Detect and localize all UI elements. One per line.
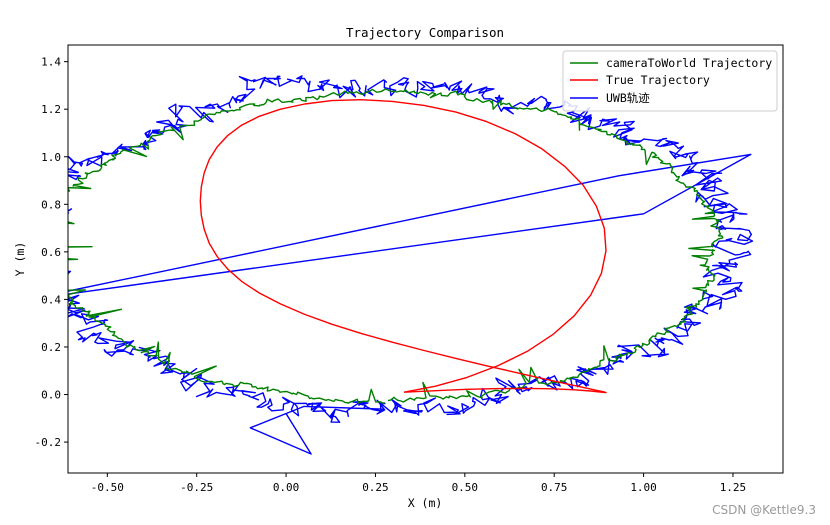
x-tick-label: 0.50 <box>452 481 479 494</box>
x-tick-label: 1.25 <box>720 481 747 494</box>
plot-frame <box>67 44 784 474</box>
y-tick-label: 0.4 <box>41 293 61 306</box>
legend-label-true: True Trajectory <box>606 73 710 87</box>
y-axis: -0.2 0.0 0.2 0.4 0.6 0.8 1.0 1.2 1.4 <box>35 56 68 449</box>
y-tick-label: 0.0 <box>41 389 61 402</box>
legend-label-camera: cameraToWorld Trajectory <box>606 56 772 70</box>
legend-frame <box>562 50 778 112</box>
x-tick-label: 1.00 <box>630 481 657 494</box>
legend-label-uwb: UWB轨迹 <box>606 91 650 105</box>
series-line-1 <box>199 99 607 394</box>
x-tick-label: 0.75 <box>541 481 568 494</box>
y-tick-label: 0.8 <box>41 198 61 211</box>
x-axis: -0.50 -0.25 0.00 0.25 0.50 0.75 1.00 1.25 <box>91 473 746 494</box>
watermark: CSDN @Kettle9.3 <box>712 503 816 517</box>
legend: cameraToWorld Trajectory True Trajectory… <box>562 50 778 112</box>
x-tick-label: -0.25 <box>180 481 213 494</box>
series-line-2 <box>68 75 754 455</box>
x-tick-label: 0.25 <box>362 481 389 494</box>
y-tick-label: 0.2 <box>41 341 61 354</box>
series-line-0 <box>68 88 724 404</box>
chart-title: Trajectory Comparison <box>346 25 504 40</box>
x-axis-label: X (m) <box>408 496 443 510</box>
y-axis-label: Y (m) <box>13 242 27 277</box>
x-tick-label: 0.00 <box>273 481 300 494</box>
y-tick-label: -0.2 <box>35 436 62 449</box>
y-tick-label: 1.2 <box>41 103 61 116</box>
series-layer <box>68 75 754 455</box>
x-tick-label: -0.50 <box>91 481 124 494</box>
y-tick-label: 1.0 <box>41 151 61 164</box>
y-tick-label: 0.6 <box>41 246 61 259</box>
plot-area <box>67 44 784 474</box>
y-tick-label: 1.4 <box>41 56 61 69</box>
